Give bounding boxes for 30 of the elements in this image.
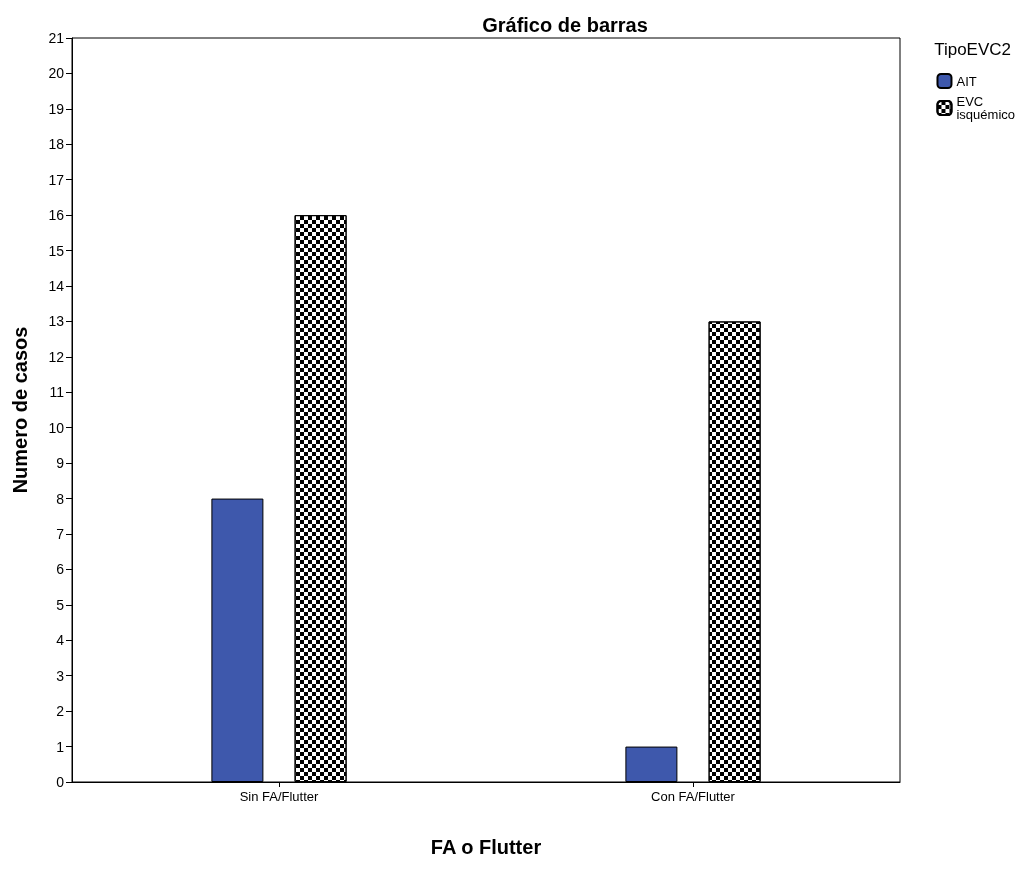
y-tick-label: 13 (48, 313, 65, 330)
y-axis-title: Numero de casos (9, 326, 31, 494)
y-tick-label: 15 (48, 242, 65, 259)
y-tick-label: 5 (56, 596, 65, 613)
y-tick-label: 3 (56, 667, 65, 684)
y-tick-label: 6 (56, 561, 65, 578)
legend-label: AIT (956, 73, 977, 89)
y-tick-label: 17 (48, 171, 65, 188)
y-tick-label: 1 (56, 738, 65, 755)
y-tick-label: 8 (56, 490, 65, 507)
y-tick-label: 12 (48, 348, 65, 365)
y-tick-label: 18 (48, 136, 65, 153)
y-tick-label: 20 (48, 65, 65, 82)
y-tick-label: 4 (56, 632, 65, 649)
x-axis-title: FA o Flutter (430, 836, 542, 858)
legend-label: EVC isquémico (956, 94, 1016, 122)
y-tick-label: 14 (48, 278, 65, 294)
y-tick-label: 7 (56, 526, 65, 542)
x-tick-label: Sin FA/Flutter (239, 789, 320, 804)
chart-title: Gráfico de barras (482, 14, 648, 36)
y-tick-label: 10 (48, 419, 65, 436)
y-tick-label: 21 (48, 30, 65, 46)
y-tick-label: 16 (48, 207, 65, 224)
legend-title: TipoEVC2 (934, 40, 1012, 59)
y-tick-label: 11 (49, 384, 65, 401)
y-tick-label: 9 (56, 455, 65, 472)
y-tick-label: 2 (56, 703, 65, 720)
y-tick-label: 19 (48, 100, 65, 117)
x-tick-label: Con FA/Flutter (651, 789, 736, 804)
y-tick-label: 0 (56, 774, 65, 790)
